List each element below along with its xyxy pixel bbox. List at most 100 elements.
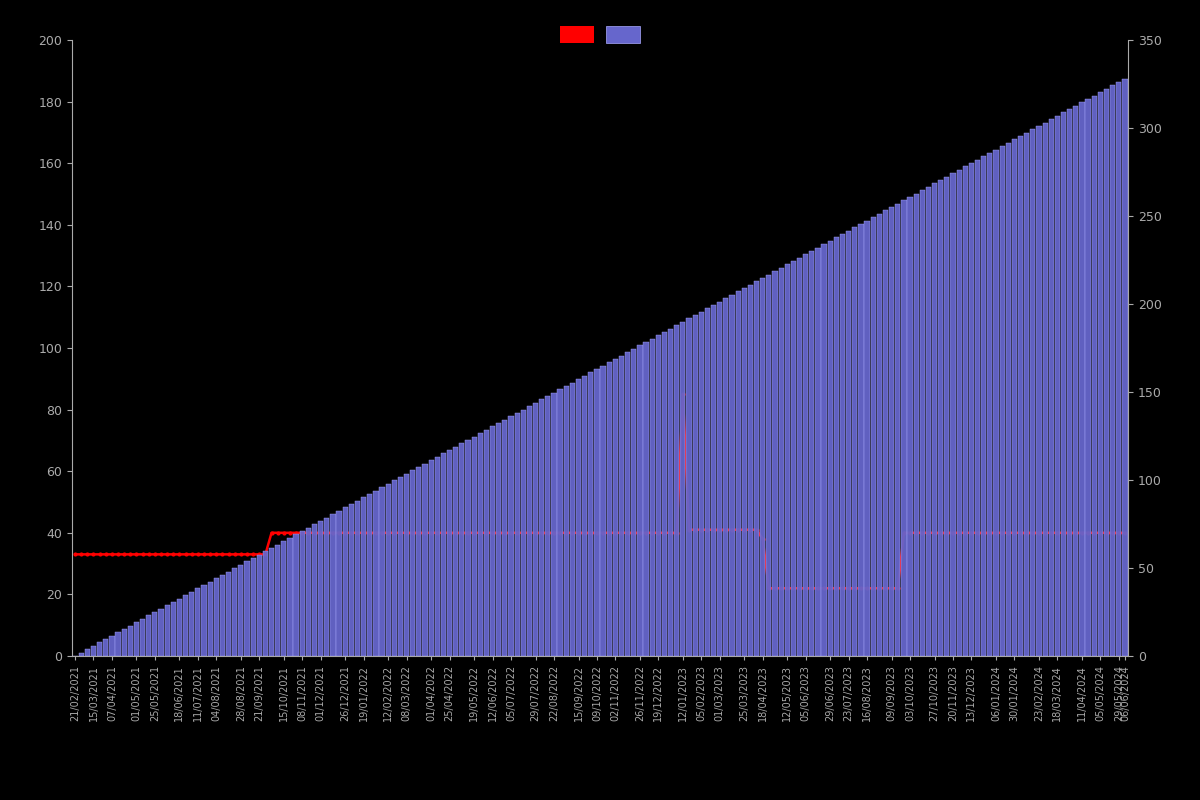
Bar: [907, 197, 913, 656]
Bar: [1024, 133, 1030, 656]
Bar: [208, 582, 212, 656]
Bar: [202, 585, 206, 656]
Bar: [932, 183, 937, 656]
Bar: [428, 460, 433, 656]
Bar: [698, 312, 704, 656]
Bar: [692, 315, 697, 656]
Bar: [355, 501, 360, 656]
Bar: [974, 160, 980, 656]
Bar: [306, 528, 311, 656]
Bar: [864, 221, 870, 656]
Bar: [594, 369, 600, 656]
Bar: [846, 230, 851, 656]
Bar: [91, 646, 96, 656]
Bar: [919, 190, 925, 656]
Bar: [551, 393, 557, 656]
Bar: [631, 349, 636, 656]
Bar: [600, 366, 606, 656]
Bar: [281, 542, 287, 656]
Bar: [1122, 78, 1128, 656]
Bar: [637, 346, 642, 656]
Bar: [724, 298, 728, 656]
Bar: [913, 194, 919, 656]
Bar: [460, 443, 464, 656]
Bar: [312, 524, 317, 656]
Bar: [190, 592, 194, 656]
Bar: [791, 261, 796, 656]
Bar: [140, 619, 145, 656]
Bar: [343, 507, 348, 656]
Bar: [466, 440, 470, 656]
Bar: [239, 565, 244, 656]
Bar: [742, 288, 746, 656]
Bar: [182, 595, 188, 656]
Bar: [962, 166, 968, 656]
Bar: [889, 207, 894, 656]
Bar: [527, 406, 532, 656]
Bar: [870, 217, 876, 656]
Bar: [1098, 92, 1103, 656]
Bar: [379, 487, 385, 656]
Bar: [773, 271, 778, 656]
Bar: [1086, 99, 1091, 656]
Bar: [686, 318, 691, 656]
Bar: [883, 210, 888, 656]
Bar: [232, 568, 238, 656]
Bar: [785, 264, 790, 656]
Bar: [103, 639, 108, 656]
Bar: [968, 163, 974, 656]
Bar: [619, 355, 624, 656]
Bar: [214, 578, 218, 656]
Bar: [300, 531, 305, 656]
Bar: [434, 457, 440, 656]
Bar: [901, 200, 906, 656]
Bar: [134, 622, 139, 656]
Bar: [176, 598, 182, 656]
Bar: [1067, 109, 1073, 656]
Bar: [1116, 82, 1121, 656]
Bar: [944, 177, 949, 656]
Bar: [446, 450, 452, 656]
Bar: [840, 234, 845, 656]
Bar: [1110, 86, 1115, 656]
Bar: [158, 609, 163, 656]
Bar: [718, 302, 722, 656]
Bar: [220, 575, 226, 656]
Bar: [121, 629, 127, 656]
Bar: [1031, 130, 1036, 656]
Bar: [515, 413, 520, 656]
Bar: [1018, 136, 1024, 656]
Bar: [1043, 122, 1048, 656]
Bar: [115, 632, 121, 656]
Bar: [349, 504, 354, 656]
Bar: [164, 606, 169, 656]
Bar: [736, 291, 740, 656]
Bar: [956, 170, 961, 656]
Bar: [490, 426, 496, 656]
Bar: [361, 498, 366, 656]
Bar: [109, 636, 114, 656]
Bar: [416, 467, 421, 656]
Bar: [748, 285, 754, 656]
Bar: [146, 615, 151, 656]
Bar: [643, 342, 649, 656]
Bar: [994, 150, 998, 656]
Bar: [263, 551, 268, 656]
Bar: [196, 589, 200, 656]
Bar: [245, 562, 250, 656]
Bar: [877, 214, 882, 656]
Bar: [564, 386, 569, 656]
Bar: [895, 204, 900, 656]
Bar: [680, 322, 685, 656]
Bar: [484, 430, 490, 656]
Bar: [1092, 95, 1097, 656]
Bar: [760, 278, 766, 656]
Bar: [152, 612, 157, 656]
Bar: [170, 602, 176, 656]
Bar: [496, 423, 502, 656]
Bar: [367, 494, 372, 656]
Bar: [1000, 146, 1004, 656]
Bar: [754, 282, 760, 656]
Bar: [674, 325, 679, 656]
Bar: [710, 305, 716, 656]
